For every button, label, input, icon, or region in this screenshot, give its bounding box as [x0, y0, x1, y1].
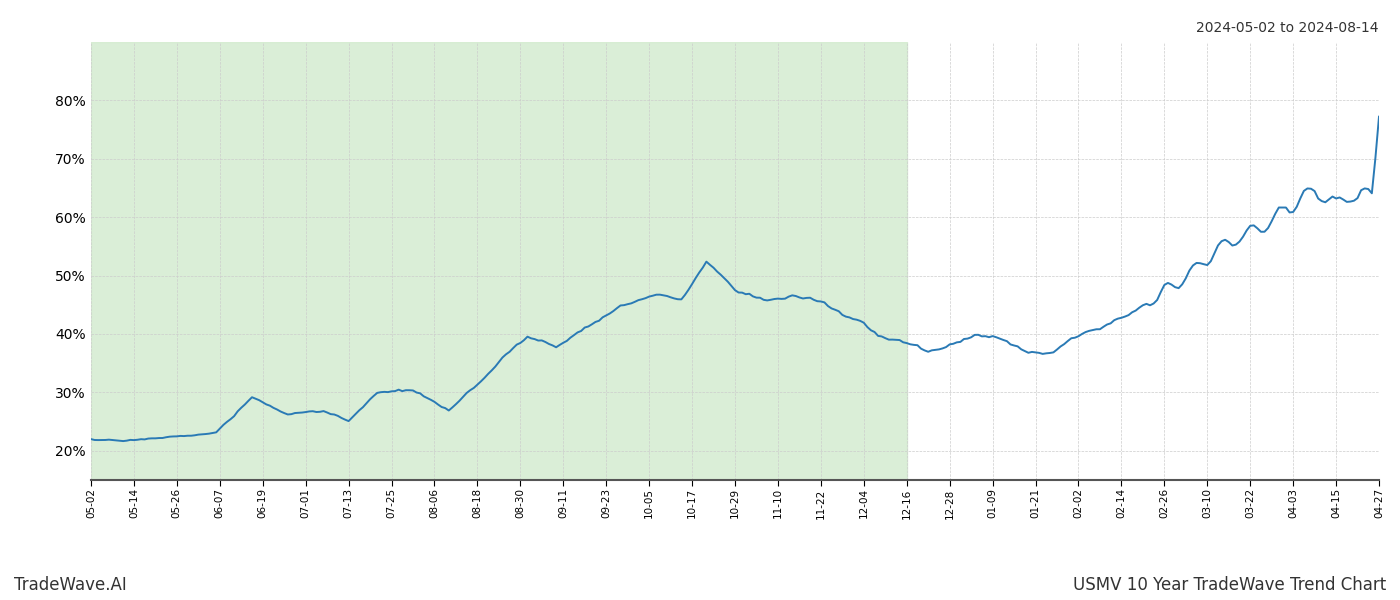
Bar [91, 42, 907, 480]
Text: USMV 10 Year TradeWave Trend Chart: USMV 10 Year TradeWave Trend Chart [1072, 576, 1386, 594]
Text: 2024-05-02 to 2024-08-14: 2024-05-02 to 2024-08-14 [1197, 21, 1379, 35]
Text: TradeWave.AI: TradeWave.AI [14, 576, 127, 594]
